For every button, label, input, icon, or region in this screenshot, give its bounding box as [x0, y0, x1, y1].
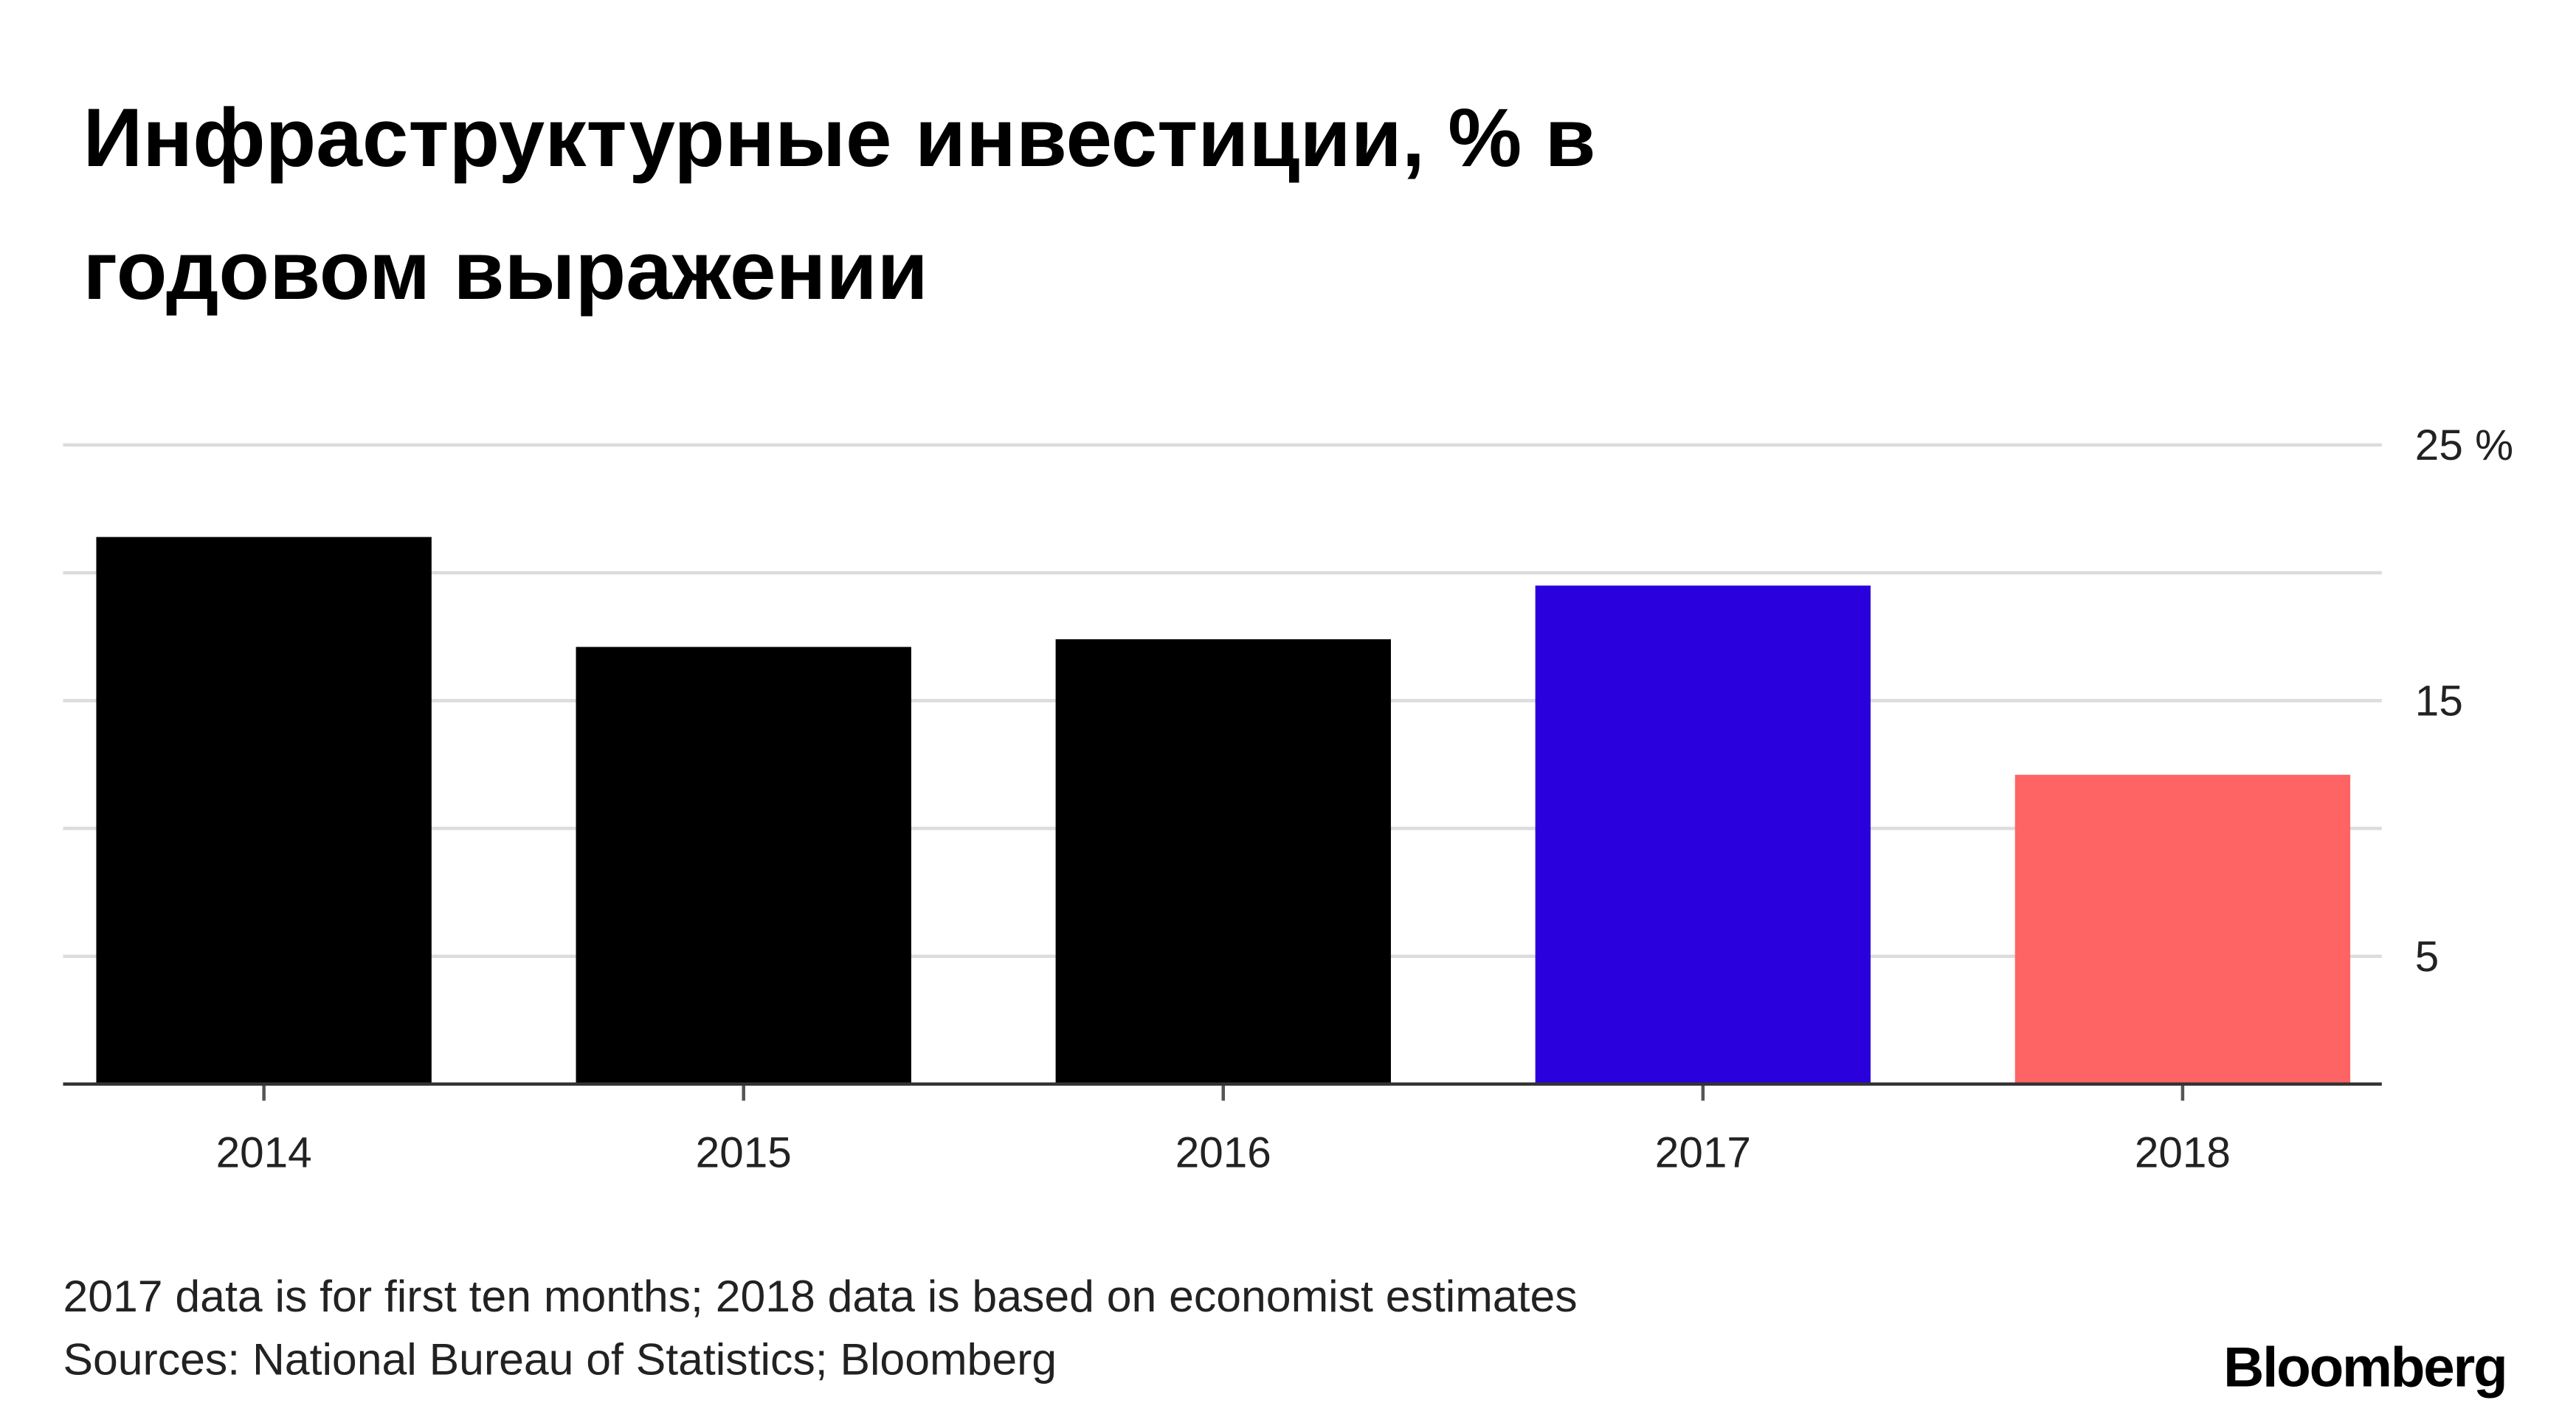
- bar: [576, 647, 911, 1084]
- chart-title: годовом выражении: [83, 224, 928, 317]
- x-tick-label: 2014: [216, 1128, 312, 1176]
- bar: [1055, 639, 1391, 1084]
- footnote: 2017 data is for first ten months; 2018 …: [63, 1271, 1577, 1321]
- chart-title: Инфраструктурные инвестиции, % в: [83, 91, 1595, 184]
- y-tick-label: 5: [2415, 933, 2439, 981]
- y-tick-label: 25 %: [2415, 421, 2513, 469]
- x-tick-label: 2018: [2135, 1128, 2231, 1176]
- bar: [2014, 774, 2351, 1084]
- logo: Bloomberg: [2223, 1336, 2506, 1399]
- source: Sources: National Bureau of Statistics; …: [63, 1334, 1057, 1385]
- x-tick-label: 2017: [1655, 1128, 1751, 1176]
- x-tick-label: 2016: [1175, 1128, 1271, 1176]
- bar: [96, 537, 432, 1084]
- bar: [1535, 585, 1871, 1084]
- x-tick-label: 2015: [696, 1128, 792, 1176]
- y-tick-label: 15: [2415, 678, 2463, 725]
